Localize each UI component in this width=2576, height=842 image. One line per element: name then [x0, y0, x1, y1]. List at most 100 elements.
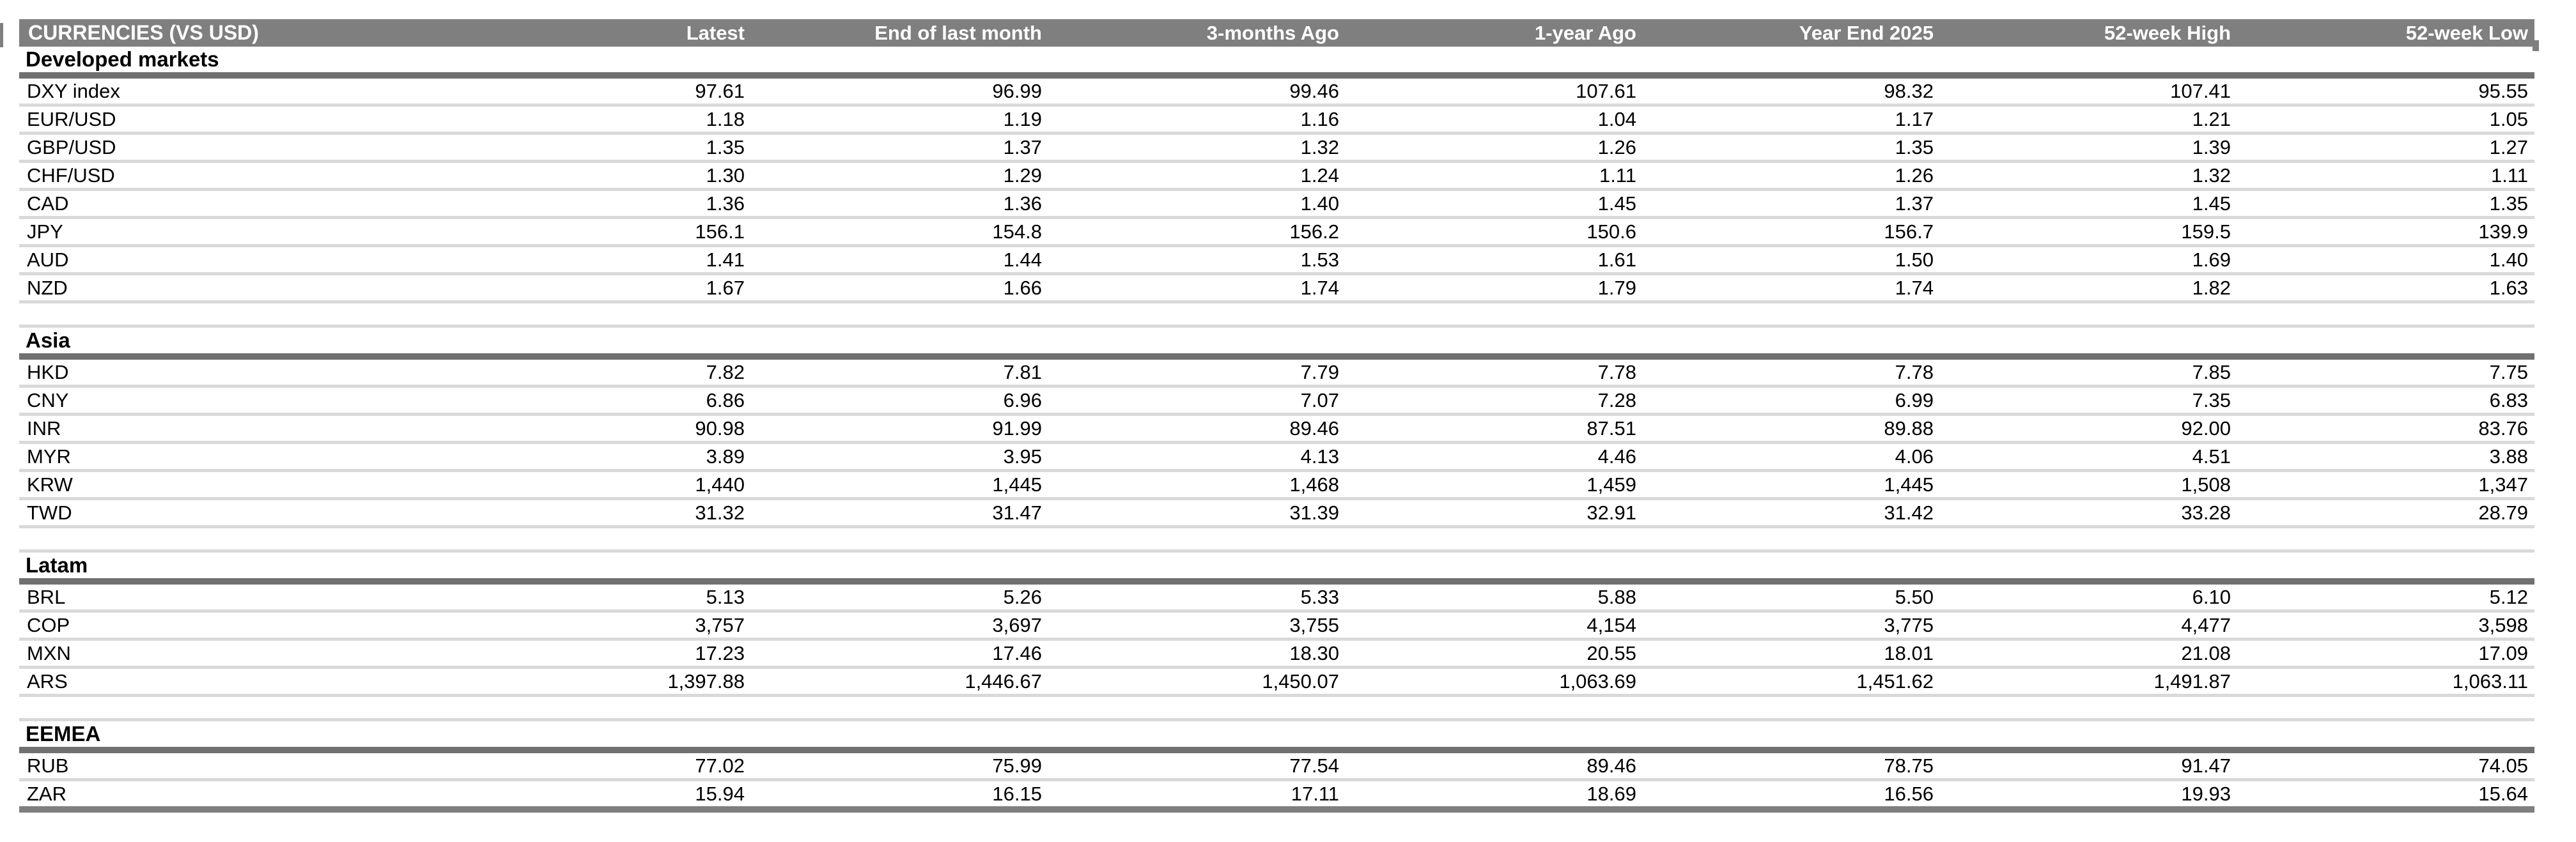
cell-value: 1.63 [2237, 273, 2534, 303]
cell-value: 15.94 [447, 779, 751, 813]
table-row-cny: CNY 6.86 6.96 7.07 7.28 6.99 7.35 6.83 [19, 386, 2534, 416]
row-label: MYR [19, 442, 447, 472]
cell-value: 19.93 [1940, 779, 2237, 813]
section-header-row-asia: Asia [19, 326, 2534, 360]
table-row-aud: AUD 1.41 1.44 1.53 1.61 1.50 1.69 1.40 [19, 245, 2534, 275]
section-header-row-developed-markets: Developed markets [19, 47, 2534, 79]
cell-value: 92.00 [1940, 414, 2237, 444]
table-row-dxy-index: DXY index 97.61 96.99 99.46 107.61 98.32 107.4… [19, 75, 2534, 107]
cell-value: 20.55 [1346, 639, 1643, 669]
table-title: CURRENCIES (VS USD) [19, 19, 447, 47]
table-row-cad: CAD 1.36 1.36 1.40 1.45 1.37 1.45 1.35 [19, 189, 2534, 219]
cell-value: 150.6 [1346, 217, 1643, 247]
cell-value: 77.02 [447, 750, 751, 781]
cell-value: 21.08 [1940, 639, 2237, 669]
cell-value: 6.83 [2237, 386, 2534, 416]
table-row-myr: MYR 3.89 3.95 4.13 4.46 4.06 4.51 3.88 [19, 442, 2534, 472]
cell-value: 1.40 [1048, 189, 1346, 219]
section-spacer-cell [19, 695, 2534, 721]
row-label: RUB [19, 750, 447, 781]
table-row-inr: INR 90.98 91.99 89.46 87.51 89.88 92.00 83.76 [19, 414, 2534, 444]
cell-value: 87.51 [1346, 414, 1643, 444]
cell-value: 75.99 [751, 750, 1048, 781]
section-title: Developed markets [19, 47, 2534, 79]
cell-value: 1.05 [2237, 105, 2534, 135]
currencies-report: CURRENCIES (VS USD) Latest End of last m… [19, 19, 2534, 813]
cell-value: 1,468 [1048, 470, 1346, 500]
cell-value: 31.47 [751, 498, 1048, 528]
cell-value: 1,491.87 [1940, 667, 2237, 697]
cell-value: 1.36 [447, 189, 751, 219]
cell-value: 1.19 [751, 105, 1048, 135]
cell-value: 95.55 [2237, 75, 2534, 107]
cell-value: 18.69 [1346, 779, 1643, 813]
row-label: CAD [19, 189, 447, 219]
cell-value: 96.99 [751, 75, 1048, 107]
table-row-gbp-usd: GBP/USD 1.35 1.37 1.32 1.26 1.35 1.39 1.27 [19, 133, 2534, 163]
cell-value: 1.11 [1346, 161, 1643, 191]
cell-value: 4.06 [1643, 442, 1940, 472]
row-label: BRL [19, 581, 447, 613]
cell-value: 5.33 [1048, 581, 1346, 613]
column-header-52-week-low: 52-week Low [2237, 19, 2534, 47]
cell-value: 91.99 [751, 414, 1048, 444]
currencies-table: CURRENCIES (VS USD) Latest End of last m… [19, 19, 2534, 813]
cell-value: 4.46 [1346, 442, 1643, 472]
cell-value: 1.79 [1346, 273, 1643, 303]
cell-value: 7.78 [1643, 356, 1940, 388]
row-label: TWD [19, 498, 447, 528]
cell-value: 107.61 [1346, 75, 1643, 107]
row-label: COP [19, 611, 447, 641]
row-label: INR [19, 414, 447, 444]
row-label: AUD [19, 245, 447, 275]
cell-value: 1.24 [1048, 161, 1346, 191]
cell-value: 15.64 [2237, 779, 2534, 813]
cell-value: 139.9 [2237, 217, 2534, 247]
cell-value: 1.18 [447, 105, 751, 135]
cell-value: 91.47 [1940, 750, 2237, 781]
row-label: HKD [19, 356, 447, 388]
cell-value: 4,477 [1940, 611, 2237, 641]
cell-value: 1,440 [447, 470, 751, 500]
cell-value: 156.7 [1643, 217, 1940, 247]
cell-value: 97.61 [447, 75, 751, 107]
row-label: GBP/USD [19, 133, 447, 163]
column-header-year-end-2025: Year End 2025 [1643, 19, 1940, 47]
cell-value: 31.42 [1643, 498, 1940, 528]
cell-value: 1.41 [447, 245, 751, 275]
cell-value: 1.74 [1048, 273, 1346, 303]
cell-value: 1.66 [751, 273, 1048, 303]
cell-value: 17.11 [1048, 779, 1346, 813]
cell-value: 1.35 [447, 133, 751, 163]
row-label: MXN [19, 639, 447, 669]
column-header-end-of-last-month: End of last month [751, 19, 1048, 47]
cell-value: 28.79 [2237, 498, 2534, 528]
cell-value: 3.95 [751, 442, 1048, 472]
cell-value: 1.32 [1940, 161, 2237, 191]
header-bar-left-sliver [0, 23, 3, 47]
cell-value: 3,775 [1643, 611, 1940, 641]
cell-value: 1.32 [1048, 133, 1346, 163]
cell-value: 4.13 [1048, 442, 1346, 472]
cell-value: 1,445 [751, 470, 1048, 500]
cell-value: 107.41 [1940, 75, 2237, 107]
cell-value: 3,598 [2237, 611, 2534, 641]
cell-value: 7.81 [751, 356, 1048, 388]
cell-value: 31.32 [447, 498, 751, 528]
row-label: CHF/USD [19, 161, 447, 191]
cell-value: 89.46 [1346, 750, 1643, 781]
cell-value: 1.29 [751, 161, 1048, 191]
cell-value: 1,063.69 [1346, 667, 1643, 697]
row-label: EUR/USD [19, 105, 447, 135]
cell-value: 1,445 [1643, 470, 1940, 500]
row-label: NZD [19, 273, 447, 303]
cell-value: 7.82 [447, 356, 751, 388]
cell-value: 156.1 [447, 217, 751, 247]
cell-value: 17.23 [447, 639, 751, 669]
cell-value: 1.26 [1346, 133, 1643, 163]
cell-value: 1.17 [1643, 105, 1940, 135]
cell-value: 1,347 [2237, 470, 2534, 500]
cell-value: 5.50 [1643, 581, 1940, 613]
cell-value: 1.74 [1643, 273, 1940, 303]
section-header-row-eemea: EEMEA [19, 719, 2534, 753]
